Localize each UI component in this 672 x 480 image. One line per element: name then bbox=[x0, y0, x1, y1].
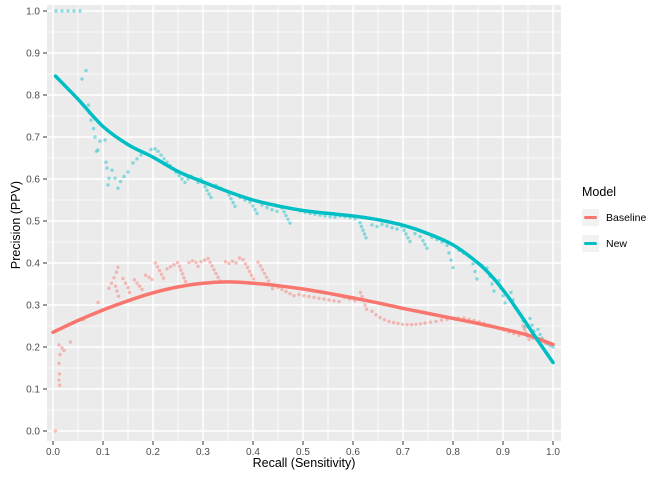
svg-text:0.6: 0.6 bbox=[346, 447, 360, 458]
legend-label-new: New bbox=[606, 237, 628, 250]
y-axis-title: Precision (PPV) bbox=[9, 180, 23, 270]
svg-text:0.1: 0.1 bbox=[26, 385, 40, 396]
svg-text:0.1: 0.1 bbox=[96, 447, 110, 458]
svg-text:0.5: 0.5 bbox=[296, 447, 310, 458]
svg-text:0.5: 0.5 bbox=[26, 217, 40, 228]
svg-text:0.4: 0.4 bbox=[246, 447, 260, 458]
smooth-line-baseline bbox=[51, 280, 555, 347]
smooth-line-new bbox=[53, 74, 555, 365]
svg-text:1.0: 1.0 bbox=[26, 7, 40, 18]
legend-entry-new: New bbox=[582, 235, 646, 252]
svg-text:0.9: 0.9 bbox=[26, 49, 40, 60]
new-line-swatch-icon bbox=[584, 242, 597, 245]
svg-text:0.0: 0.0 bbox=[46, 447, 60, 458]
x-axis-title: Recall (Sensitivity) bbox=[252, 456, 356, 470]
svg-text:0.3: 0.3 bbox=[26, 301, 40, 312]
plot-panel bbox=[47, 5, 561, 441]
legend-label-baseline: Baseline bbox=[606, 211, 647, 224]
legend-key-new bbox=[582, 235, 599, 252]
svg-text:0.4: 0.4 bbox=[26, 259, 40, 270]
legend-key-baseline bbox=[582, 209, 599, 226]
axis-tick-labels: 0.0 0.1 0.2 0.3 0.4 0.5 0.6 0.7 0.8 0.9 1.0 0.0 0.1 0… bbox=[26, 7, 560, 459]
svg-text:0.0: 0.0 bbox=[26, 427, 40, 438]
svg-text:0.8: 0.8 bbox=[446, 447, 460, 458]
grid-major bbox=[47, 5, 561, 441]
legend-entry-baseline: Baseline bbox=[582, 209, 646, 226]
svg-text:0.8: 0.8 bbox=[26, 91, 40, 102]
svg-text:0.2: 0.2 bbox=[26, 343, 40, 354]
svg-text:1.0: 1.0 bbox=[546, 447, 560, 458]
svg-text:0.7: 0.7 bbox=[396, 447, 410, 458]
svg-text:0.6: 0.6 bbox=[26, 175, 40, 186]
svg-text:0.7: 0.7 bbox=[26, 133, 40, 144]
svg-text:0.3: 0.3 bbox=[196, 447, 210, 458]
svg-text:0.9: 0.9 bbox=[496, 447, 510, 458]
baseline-line-swatch-icon bbox=[584, 216, 597, 219]
svg-text:0.2: 0.2 bbox=[146, 447, 160, 458]
axis-ticks bbox=[43, 10, 554, 445]
legend-title: Model bbox=[582, 185, 617, 199]
grid-minor bbox=[47, 5, 561, 441]
legend: Model Baseline New bbox=[582, 185, 646, 261]
